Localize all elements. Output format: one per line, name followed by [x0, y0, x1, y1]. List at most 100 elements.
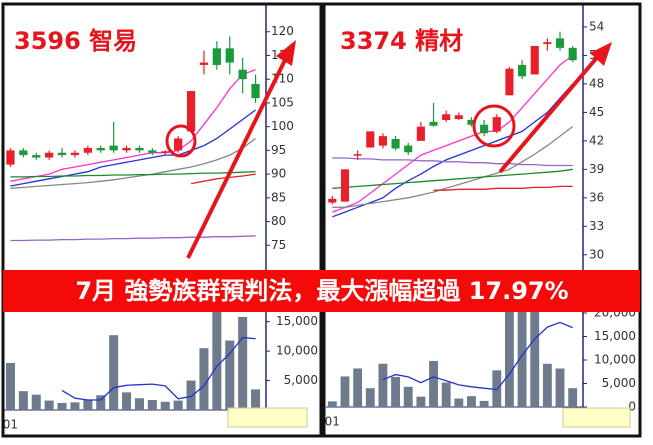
- volume-bar: [340, 376, 350, 407]
- volume-bar: [70, 402, 80, 410]
- volume-bar: [5, 362, 15, 410]
- y-tick-label: 105: [271, 95, 294, 109]
- ma-line: [332, 83, 574, 218]
- candle-body: [251, 83, 260, 99]
- candle-body: [19, 150, 28, 156]
- y-tick-label: 90: [271, 167, 286, 181]
- volume-bar: [122, 392, 132, 410]
- y-tick-label: 95: [271, 143, 286, 157]
- candle-body: [518, 64, 527, 77]
- y-tick-label: 75: [271, 238, 286, 252]
- candle-body: [135, 147, 144, 151]
- y-tick-label: 39: [589, 162, 604, 176]
- candle-body: [186, 91, 196, 132]
- candle-body: [555, 38, 565, 48]
- banner: [3, 270, 640, 312]
- y-tick-label: 30: [589, 247, 604, 261]
- volume-bar: [199, 348, 209, 410]
- volume-bar: [365, 388, 375, 407]
- volume-bar: [429, 360, 438, 407]
- volume-bar: [403, 386, 413, 407]
- y-tick-label: 33: [589, 219, 604, 233]
- volume-bar: [212, 298, 222, 410]
- volume-bar: [225, 340, 235, 410]
- panel-frame: [1, 2, 323, 438]
- volume-bar: [18, 391, 28, 410]
- volume-bar: [327, 401, 337, 407]
- volume-bar: [251, 389, 261, 410]
- candle-body: [480, 124, 489, 134]
- ma-line: [10, 235, 256, 242]
- candle-body: [45, 152, 54, 158]
- arrow-head: [590, 42, 612, 66]
- y-tick-label: 36: [589, 190, 604, 204]
- volume-bar: [555, 368, 565, 407]
- candle-body: [416, 126, 425, 141]
- trend-arrow: [498, 52, 602, 174]
- highlight-circle: [472, 104, 516, 148]
- candle-body: [96, 147, 105, 151]
- volume-bar: [568, 388, 578, 407]
- candle-body: [212, 48, 221, 65]
- volume-ma-line: [382, 321, 573, 391]
- volume-bar: [416, 396, 426, 407]
- y2-tick-label: 5,000: [602, 376, 636, 390]
- ma-line: [332, 126, 574, 208]
- candle-body: [568, 47, 577, 61]
- volume-bar: [147, 399, 157, 410]
- x-tick-label: 01: [3, 418, 18, 432]
- ma-line: [10, 171, 256, 178]
- volume-bar: [504, 303, 514, 407]
- volume-bar: [134, 398, 144, 410]
- candle-body: [148, 150, 157, 153]
- candle-body: [442, 114, 451, 120]
- volume-bar: [173, 400, 183, 410]
- candle-body: [328, 198, 337, 203]
- y-tick-label: 80: [271, 214, 286, 228]
- y-tick-label: 85: [271, 190, 286, 204]
- ma-line: [433, 185, 573, 191]
- chart-title: 3374 精材: [340, 27, 463, 55]
- y-tick-label: 48: [589, 76, 604, 90]
- volume-bar: [44, 400, 54, 410]
- candle-body: [543, 42, 552, 45]
- candle-body: [109, 145, 118, 151]
- y2-tick-label: 0: [628, 400, 636, 414]
- y-tick-label: 120: [271, 24, 294, 38]
- y-tick-label: 42: [589, 133, 604, 147]
- ma-line: [332, 168, 573, 189]
- volume-bar: [83, 399, 93, 410]
- panel-frame: [322, 2, 642, 438]
- y2-tick-label: 15,000: [594, 329, 636, 343]
- volume-bar: [31, 394, 41, 410]
- candle-body: [366, 131, 375, 148]
- volume-bar: [530, 310, 540, 407]
- candle-body: [238, 69, 247, 80]
- volume-bar: [441, 382, 451, 407]
- volume-bar: [542, 363, 552, 407]
- highlight-circle: [165, 124, 197, 158]
- ma-line: [332, 54, 574, 213]
- candle-body: [467, 119, 476, 125]
- candle-body: [174, 138, 183, 151]
- candle-body: [391, 138, 400, 149]
- candle-body: [161, 151, 170, 153]
- candle-body: [492, 117, 501, 132]
- y2-tick-label: 15,000: [276, 314, 318, 328]
- volume-bar: [57, 402, 67, 410]
- volume-ma-line: [61, 336, 256, 401]
- volume-bar: [186, 380, 196, 410]
- volume-bar: [391, 376, 401, 407]
- candle-body: [353, 154, 362, 156]
- volume-bar: [238, 316, 248, 410]
- candle-body: [199, 62, 209, 65]
- ma-line: [190, 173, 256, 185]
- candle-body: [6, 150, 15, 165]
- volume-bar: [479, 400, 489, 407]
- candle-body: [70, 152, 80, 156]
- arrow-head: [276, 40, 296, 66]
- charts: 3596 智易75808590951001051101151205,00010,…: [3, 5, 636, 432]
- volume-bar: [160, 401, 170, 410]
